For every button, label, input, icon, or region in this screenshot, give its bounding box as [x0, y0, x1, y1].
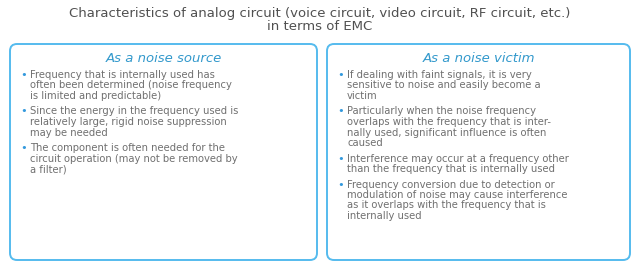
Text: a filter): a filter)	[30, 164, 67, 174]
Text: •: •	[337, 154, 344, 164]
Text: victim: victim	[347, 91, 378, 101]
Text: often been determined (noise frequency: often been determined (noise frequency	[30, 80, 232, 90]
Text: sensitive to noise and easily become a: sensitive to noise and easily become a	[347, 80, 541, 90]
Text: modulation of noise may cause interference: modulation of noise may cause interferen…	[347, 190, 568, 200]
Text: Interference may occur at a frequency other: Interference may occur at a frequency ot…	[347, 154, 569, 164]
Text: •: •	[20, 70, 27, 80]
Text: As a noise victim: As a noise victim	[422, 52, 535, 65]
Text: Frequency conversion due to detection or: Frequency conversion due to detection or	[347, 179, 555, 189]
Text: internally used: internally used	[347, 211, 422, 221]
Text: relatively large, rigid noise suppression: relatively large, rigid noise suppressio…	[30, 117, 227, 127]
Text: is limited and predictable): is limited and predictable)	[30, 91, 161, 101]
FancyBboxPatch shape	[10, 44, 317, 260]
Text: •: •	[20, 143, 27, 153]
Text: may be needed: may be needed	[30, 128, 108, 137]
Text: •: •	[337, 179, 344, 189]
Text: overlaps with the frequency that is inter-: overlaps with the frequency that is inte…	[347, 117, 551, 127]
Text: •: •	[337, 107, 344, 116]
Text: As a noise source: As a noise source	[106, 52, 221, 65]
Text: If dealing with faint signals, it is very: If dealing with faint signals, it is ver…	[347, 70, 532, 80]
Text: Since the energy in the frequency used is: Since the energy in the frequency used i…	[30, 107, 238, 116]
Text: than the frequency that is internally used: than the frequency that is internally us…	[347, 164, 555, 174]
Text: •: •	[337, 70, 344, 80]
Text: circuit operation (may not be removed by: circuit operation (may not be removed by	[30, 154, 237, 164]
Text: Particularly when the noise frequency: Particularly when the noise frequency	[347, 107, 536, 116]
Text: The component is often needed for the: The component is often needed for the	[30, 143, 225, 153]
Text: Characteristics of analog circuit (voice circuit, video circuit, RF circuit, etc: Characteristics of analog circuit (voice…	[69, 7, 571, 20]
Text: •: •	[20, 107, 27, 116]
Text: caused: caused	[347, 138, 383, 148]
Text: as it overlaps with the frequency that is: as it overlaps with the frequency that i…	[347, 200, 546, 211]
Text: nally used, significant influence is often: nally used, significant influence is oft…	[347, 128, 547, 137]
FancyBboxPatch shape	[327, 44, 630, 260]
Text: Frequency that is internally used has: Frequency that is internally used has	[30, 70, 215, 80]
Text: in terms of EMC: in terms of EMC	[268, 20, 372, 33]
